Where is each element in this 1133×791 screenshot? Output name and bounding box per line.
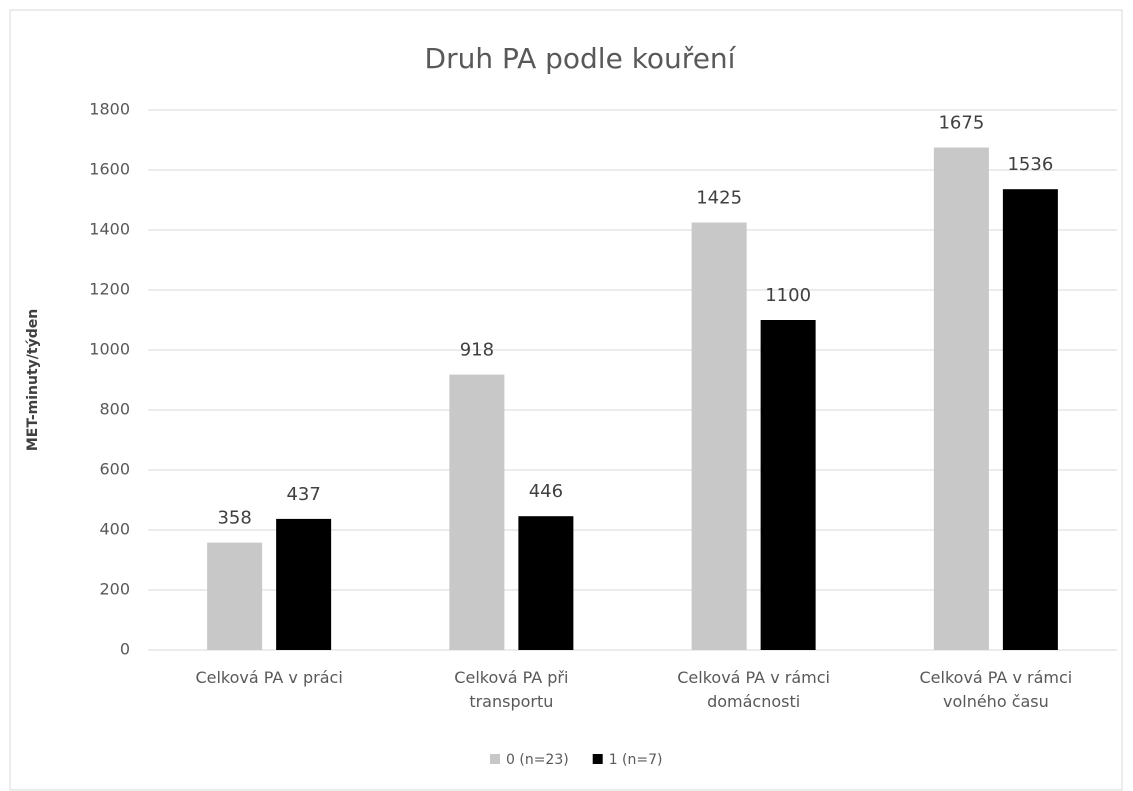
y-tick-label: 800	[99, 400, 130, 419]
data-label: 918	[460, 340, 494, 361]
bar	[933, 147, 989, 650]
y-tick-label: 1800	[89, 100, 130, 119]
y-tick-label: 400	[99, 520, 130, 539]
bar	[1002, 189, 1058, 650]
y-tick-label: 1200	[89, 280, 130, 299]
y-tick-label: 0	[120, 640, 130, 659]
bar	[518, 516, 574, 650]
data-label: 1675	[938, 113, 984, 134]
x-tick-label: Celková PA v rámci volného času	[919, 668, 1073, 711]
bar	[207, 542, 263, 650]
legend-label: 1 (n=7)	[609, 752, 663, 768]
y-tick-label: 1000	[89, 340, 130, 359]
data-label: 1100	[765, 285, 811, 306]
legend-swatch	[592, 754, 603, 764]
x-tick-label: Celková PA při transportu	[454, 668, 569, 711]
y-axis-label: MET-minuty/týden	[25, 309, 41, 451]
y-tick-label: 600	[99, 460, 130, 479]
data-label: 446	[529, 481, 563, 502]
y-tick-label: 200	[99, 580, 130, 599]
legend-swatch	[490, 754, 500, 764]
data-label: 1536	[1007, 154, 1053, 175]
legend-label: 0 (n=23)	[506, 752, 569, 768]
bar	[276, 518, 332, 650]
x-tick-label: Celková PA v rámci domácnosti	[677, 668, 830, 711]
y-tick-label: 1600	[89, 160, 130, 179]
data-label: 1425	[696, 188, 742, 209]
chart-title: Druh PA podle kouření	[425, 42, 737, 75]
bar	[691, 222, 747, 650]
bar	[760, 320, 816, 650]
data-label: 437	[286, 484, 320, 505]
data-label: 358	[217, 508, 251, 529]
y-tick-label: 1400	[89, 220, 130, 239]
bar	[449, 374, 505, 650]
x-tick-label: Celková PA v práci	[195, 668, 343, 687]
